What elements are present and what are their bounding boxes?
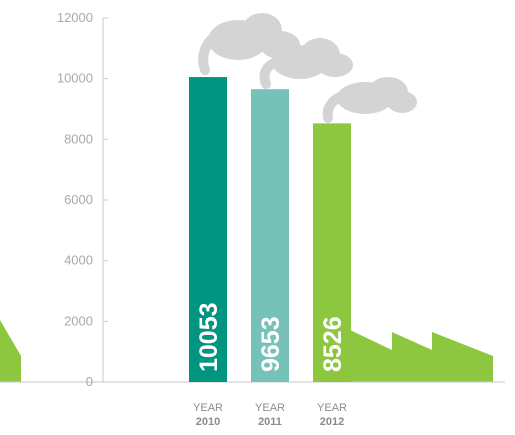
x-category-prefix: YEAR	[317, 402, 347, 414]
y-tick-label: 6000	[64, 192, 93, 207]
bar-2010	[189, 77, 227, 383]
y-tick-label: 8000	[64, 131, 93, 146]
x-category-label: 2010	[196, 416, 220, 428]
x-axis-labels: YEAR 2010 YEAR 2011 YEAR 2012	[193, 402, 347, 428]
smoke-clouds	[198, 13, 417, 123]
y-tick-label: 0	[86, 374, 93, 389]
y-axis-ticks: 0 2000 4000 6000 8000 10000 12000	[57, 10, 108, 389]
bars: 10053 9653 8526	[189, 77, 351, 383]
x-category-label: 2012	[320, 416, 344, 428]
bar-2011	[251, 89, 289, 383]
x-category-prefix: YEAR	[193, 402, 223, 414]
left-factory-decoration	[0, 320, 21, 382]
right-factory-decoration	[350, 330, 493, 382]
bar-value-label: 9653	[257, 316, 285, 372]
y-tick-label: 4000	[64, 253, 93, 268]
y-tick-label: 10000	[57, 71, 93, 86]
x-category-label: 2011	[258, 416, 282, 428]
bar-value-label: 8526	[319, 316, 347, 372]
y-tick-label: 12000	[57, 10, 93, 25]
smoke-cloud-2012	[322, 77, 417, 123]
smoke-cloud-2011	[259, 38, 353, 89]
y-tick-label: 2000	[64, 313, 93, 328]
x-category-prefix: YEAR	[255, 402, 285, 414]
bar-2012	[313, 123, 351, 383]
smoke-cloud-2010	[198, 13, 300, 75]
bar-value-label: 10053	[195, 302, 223, 372]
